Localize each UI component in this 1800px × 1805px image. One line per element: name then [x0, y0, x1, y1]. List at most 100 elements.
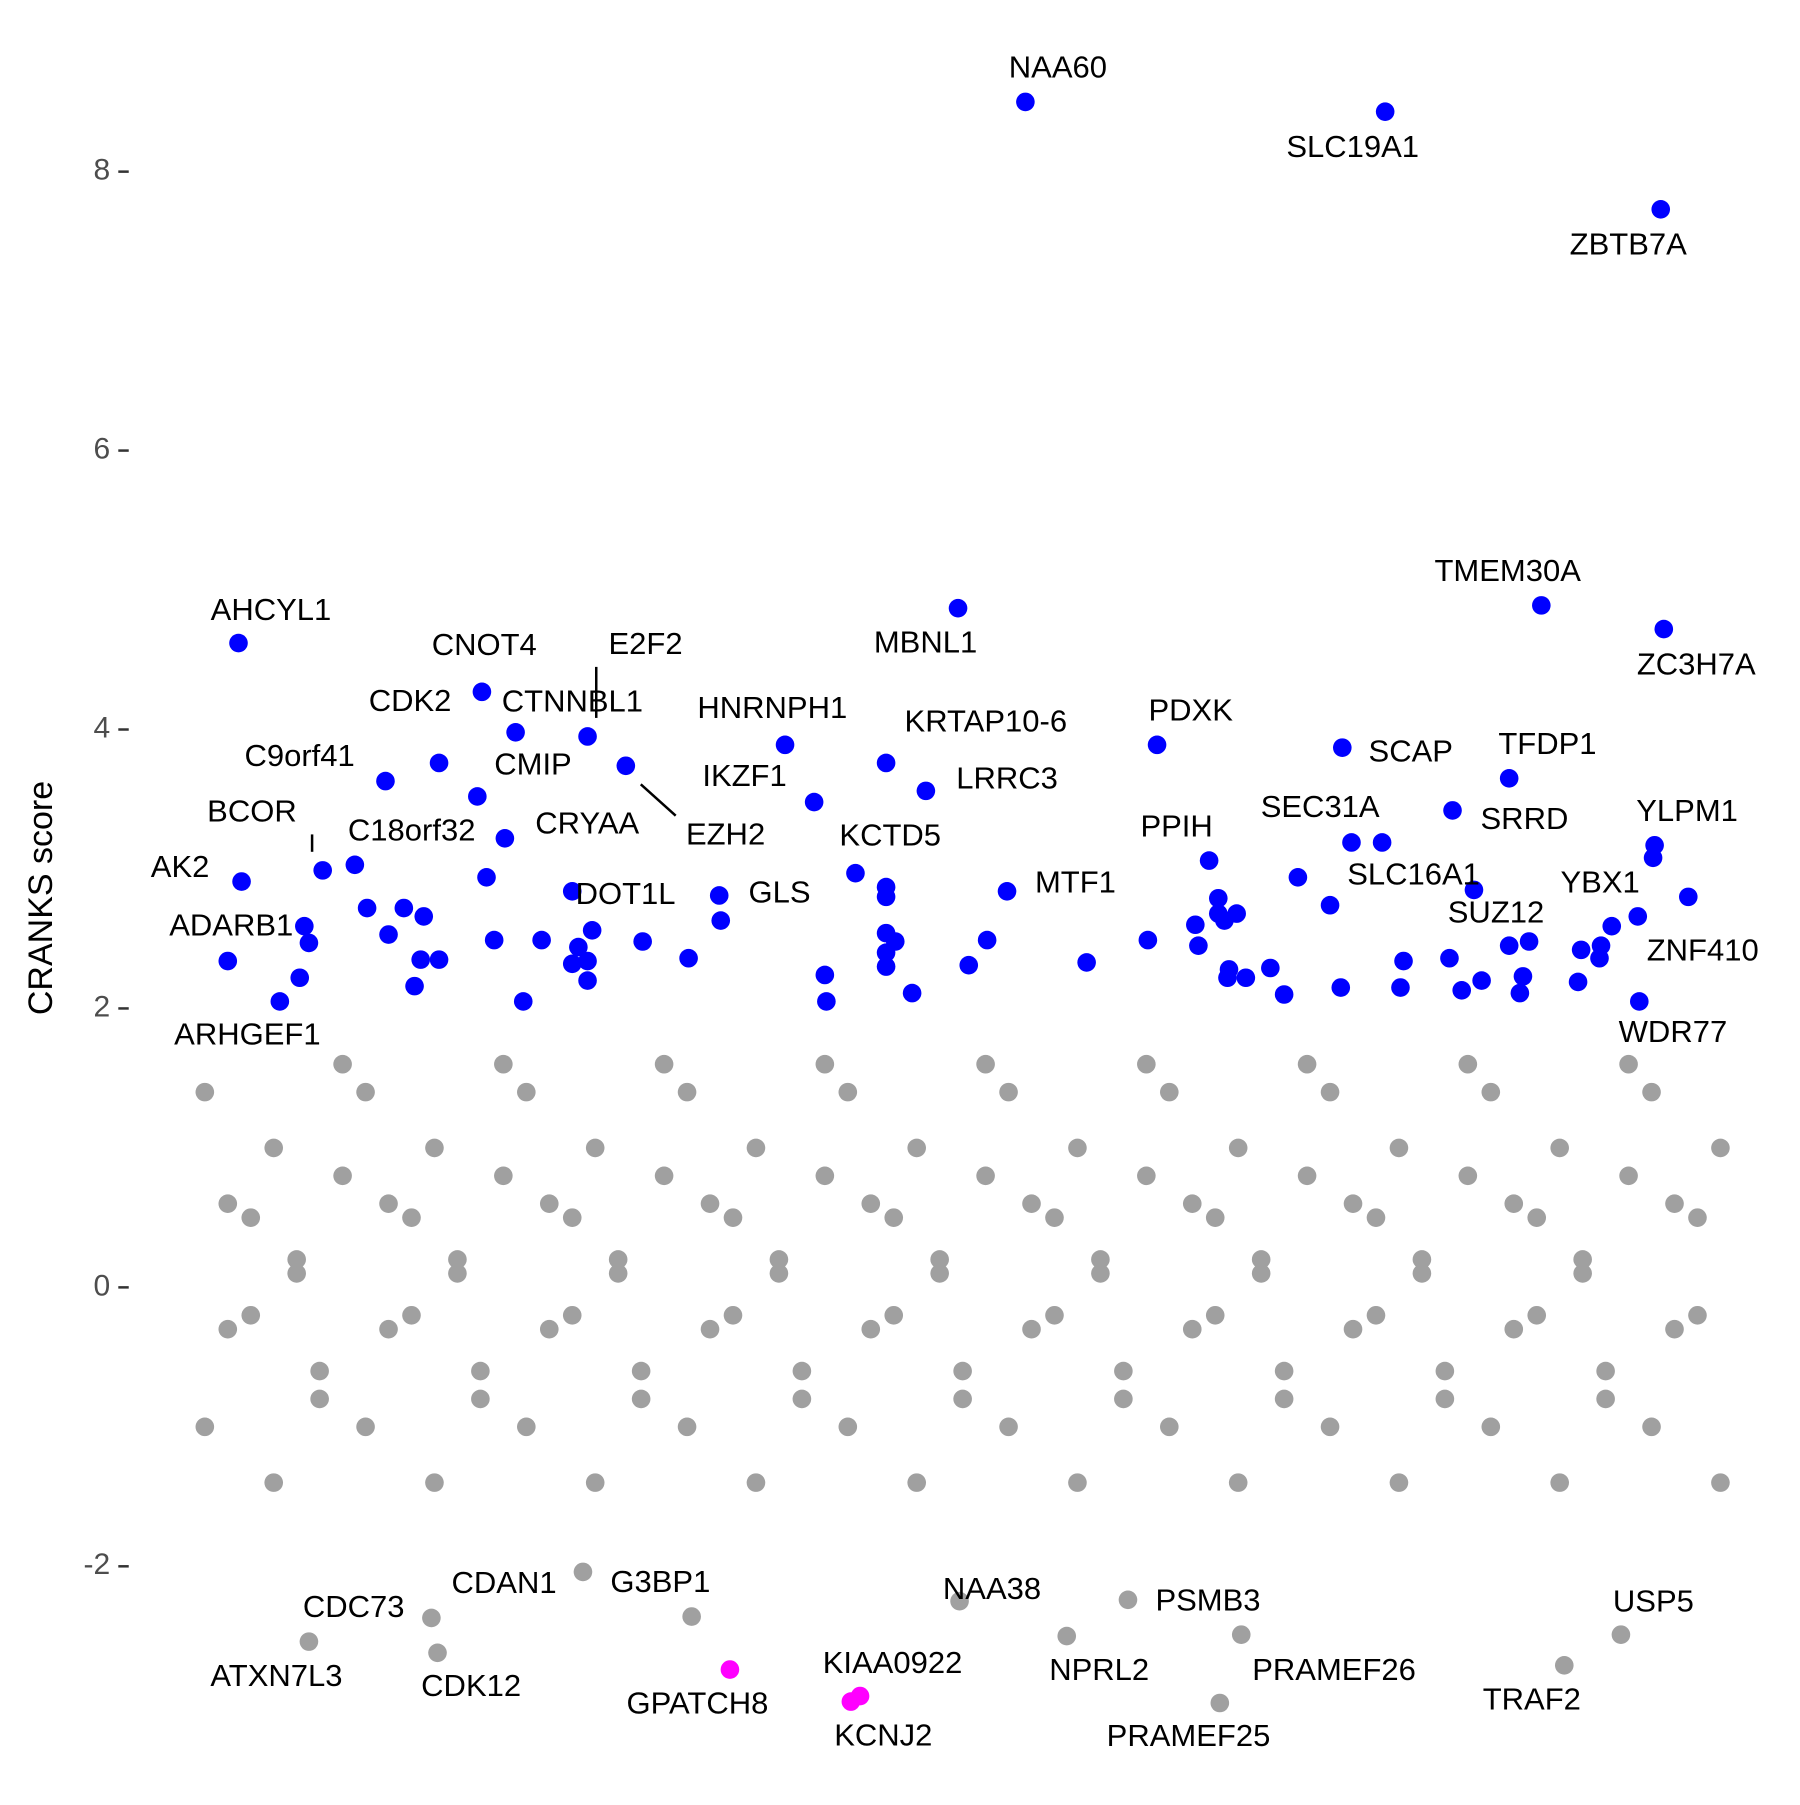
point: [448, 1264, 467, 1283]
point: [585, 1473, 605, 1492]
point: [1412, 1264, 1432, 1283]
point: [902, 983, 922, 1003]
point: [616, 756, 636, 776]
point: [1389, 1138, 1409, 1158]
point: [1288, 868, 1308, 887]
point: [861, 1194, 881, 1213]
point: [428, 1643, 447, 1663]
point: [313, 861, 333, 880]
point: [1189, 936, 1208, 955]
point: [1068, 1138, 1087, 1158]
point: [1231, 1625, 1251, 1644]
point-label: MBNL1: [874, 624, 977, 659]
point: [429, 950, 449, 969]
point-label: PSMB3: [1155, 1582, 1260, 1617]
point: [976, 1054, 995, 1074]
point: [815, 1166, 835, 1186]
point: [817, 992, 836, 1011]
point: [582, 921, 602, 940]
point: [241, 1208, 261, 1227]
point: [679, 948, 698, 968]
point: [472, 682, 492, 702]
point: [333, 1166, 352, 1186]
point: [608, 1250, 628, 1269]
point: [1391, 978, 1410, 997]
point: [402, 1208, 421, 1227]
point: [769, 1250, 789, 1269]
point-label: KRTAP10-6: [905, 704, 1068, 739]
point: [1210, 1693, 1230, 1713]
point: [578, 727, 597, 746]
point: [1228, 1473, 1248, 1492]
point: [1629, 992, 1649, 1011]
point-label: KIAA0922: [823, 1645, 963, 1680]
point: [1372, 833, 1392, 852]
point: [682, 1607, 701, 1626]
point: [1320, 895, 1340, 915]
point: [1435, 1389, 1455, 1409]
point-label: USP5: [1613, 1584, 1694, 1619]
point: [1343, 1319, 1363, 1339]
point: [1510, 983, 1530, 1003]
point: [1554, 1656, 1574, 1675]
y-tick-label: 2: [93, 990, 110, 1023]
point: [376, 771, 395, 791]
point: [484, 930, 504, 950]
point-label: G3BP1: [610, 1564, 710, 1599]
point: [1642, 1082, 1661, 1102]
point-label: GLS: [749, 875, 811, 910]
point: [218, 1319, 238, 1339]
point: [1236, 968, 1256, 988]
y-tick-label: 0: [93, 1269, 110, 1302]
point: [290, 968, 310, 988]
point: [930, 1250, 949, 1269]
point: [394, 898, 414, 918]
point: [195, 1417, 215, 1437]
point: [950, 1591, 969, 1611]
point: [1654, 619, 1674, 639]
point: [1057, 1626, 1077, 1646]
point: [907, 1138, 927, 1158]
point: [1573, 1250, 1592, 1269]
point: [838, 1082, 858, 1102]
point: [1343, 1194, 1363, 1213]
point-label: HNRNPH1: [697, 690, 847, 725]
point: [1412, 1250, 1432, 1269]
point-label: KCNJ2: [834, 1718, 932, 1753]
point: [1342, 833, 1361, 852]
point-label: SUZ12: [1448, 894, 1544, 929]
point: [218, 1194, 238, 1213]
point: [916, 781, 936, 801]
point: [477, 868, 496, 887]
point: [723, 1208, 743, 1227]
point-label: BCOR: [207, 794, 297, 829]
point: [299, 933, 319, 953]
point: [1435, 1361, 1455, 1381]
point: [1137, 1166, 1156, 1186]
point: [299, 1632, 319, 1651]
point-label: AK2: [151, 849, 210, 884]
point: [1389, 1473, 1409, 1492]
point: [573, 1562, 593, 1582]
point: [876, 753, 896, 773]
leader-line: [639, 783, 677, 817]
point: [1440, 948, 1459, 968]
point: [405, 976, 424, 996]
point: [1651, 199, 1671, 219]
point: [1527, 1305, 1547, 1325]
point: [1619, 1166, 1638, 1186]
point: [414, 907, 434, 926]
point: [310, 1361, 329, 1381]
point: [569, 937, 588, 957]
point: [711, 911, 731, 930]
point: [1678, 887, 1698, 907]
point: [1596, 1389, 1615, 1409]
point: [379, 1319, 398, 1339]
point: [953, 1361, 972, 1381]
point: [861, 1319, 881, 1339]
point: [429, 753, 449, 773]
point: [532, 930, 551, 950]
point: [815, 965, 835, 985]
point: [1016, 92, 1035, 112]
